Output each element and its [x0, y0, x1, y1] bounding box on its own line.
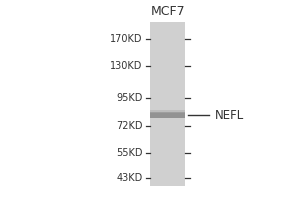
Text: 43KD: 43KD [116, 173, 142, 183]
Text: 55KD: 55KD [116, 148, 142, 158]
Bar [150, 110, 185, 113]
Bar [150, 22, 185, 186]
Text: 72KD: 72KD [116, 121, 142, 131]
Text: 130KD: 130KD [110, 61, 142, 71]
Text: NEFL: NEFL [215, 109, 244, 122]
Text: MCF7: MCF7 [150, 5, 185, 18]
Text: 170KD: 170KD [110, 34, 142, 44]
Bar [150, 112, 185, 118]
Text: 95KD: 95KD [116, 93, 142, 103]
